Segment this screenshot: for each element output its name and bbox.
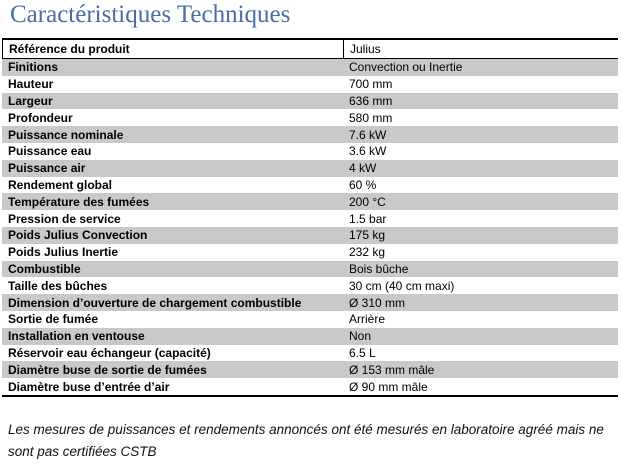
footer-note: Les mesures de puissances et rendements … (8, 422, 604, 459)
row-label: Profondeur (8, 110, 73, 125)
row-label: Poids Julius Convection (8, 228, 148, 243)
table-row: Réservoir eau échangeur (capacité) 6.5 L (2, 344, 618, 362)
table-row: Puissance nominale 7.6 kW (2, 126, 618, 143)
table-row: Dimension d’ouverture de chargement comb… (2, 294, 618, 311)
table-row: Puissance air 4 kW (2, 159, 618, 177)
table-header-value: Julius (350, 42, 381, 56)
table-row: Puissance eau 3.6 kW (2, 142, 618, 160)
row-value: Bois bûche (349, 261, 409, 276)
row-label: Dimension d’ouverture de chargement comb… (8, 295, 302, 310)
row-label: Taille des bûches (8, 278, 108, 293)
row-value: 3.6 kW (349, 144, 387, 159)
row-value: 580 mm (349, 110, 393, 125)
row-value: 232 kg (349, 245, 386, 260)
row-label: Sortie de fumée (8, 312, 99, 327)
row-label: Installation en ventouse (8, 329, 145, 344)
spec-table: Référence du produit Julius Finitions Con… (2, 38, 618, 397)
row-value: Ø 310 mm (349, 295, 406, 310)
row-label: Puissance nominale (8, 127, 124, 142)
row-value: Convection ou Inertie (349, 60, 463, 75)
row-label: Hauteur (8, 77, 54, 92)
row-label: Diamètre buse de sortie de fumées (8, 362, 207, 377)
table-row: Finitions Convection ou Inertie (2, 59, 618, 76)
table-row: Pression de service 1.5 bar (2, 210, 618, 227)
table-header-row: Référence du produit Julius (2, 40, 618, 59)
table-row: Poids Julius Convection 175 kg (2, 226, 618, 244)
row-label: Largeur (8, 93, 53, 108)
row-label: Réservoir eau échangeur (capacité) (8, 345, 211, 360)
table-row: Sortie de fumée Arrière (2, 310, 618, 328)
table-row: Diamètre buse d’entrée d’air Ø 90 mm mâle (2, 378, 618, 395)
row-label: Température des fumées (8, 194, 150, 209)
row-value: Ø 153 mm mâle (349, 362, 435, 377)
table-row: Diamètre buse de sortie de fumées Ø 153 m… (2, 361, 618, 379)
table-row: Profondeur 580 mm (2, 109, 618, 127)
row-value: Non (349, 329, 372, 344)
table-row: Largeur 636 mm (2, 92, 618, 110)
row-label: Finitions (8, 60, 58, 75)
row-value: 700 mm (349, 77, 393, 92)
row-value: 7.6 kW (349, 127, 387, 142)
row-label: Rendement global (8, 177, 113, 192)
page-title: Caractéristiques Techniques (10, 1, 291, 28)
table-row: Rendement global 60 % (2, 176, 618, 194)
row-label: Combustible (8, 261, 81, 276)
row-label: Diamètre buse d’entrée d’air (8, 379, 170, 394)
row-value: 30 cm (40 cm maxi) (349, 278, 455, 293)
row-value: 6.5 L (349, 345, 376, 360)
table-row: Combustible Bois bûche (2, 260, 618, 278)
table-row: Installation en ventouse Non (2, 327, 618, 345)
row-label: Puissance eau (8, 144, 92, 159)
table-row: Température des fumées 200 °C (2, 193, 618, 211)
row-value: Ø 90 mm mâle (349, 379, 428, 394)
row-value: 60 % (349, 177, 377, 192)
table-header-label: Référence du produit (3, 40, 344, 58)
row-label: Pression de service (8, 211, 121, 226)
row-value: 4 kW (349, 161, 377, 176)
table-row: Poids Julius Inertie 232 kg (2, 243, 618, 261)
row-value: 636 mm (349, 93, 393, 108)
row-value: 175 kg (349, 228, 386, 243)
table-row: Hauteur 700 mm (2, 75, 618, 93)
row-label: Poids Julius Inertie (8, 245, 119, 260)
table-body: Finitions Convection ou Inertie Hauteur 700… (2, 59, 618, 395)
row-value: 200 °C (349, 194, 386, 209)
row-label: Puissance air (8, 161, 86, 176)
row-value: Arrière (349, 312, 386, 327)
row-value: 1.5 bar (349, 211, 387, 226)
table-row: Taille des bûches 30 cm (40 cm maxi) (2, 277, 618, 295)
